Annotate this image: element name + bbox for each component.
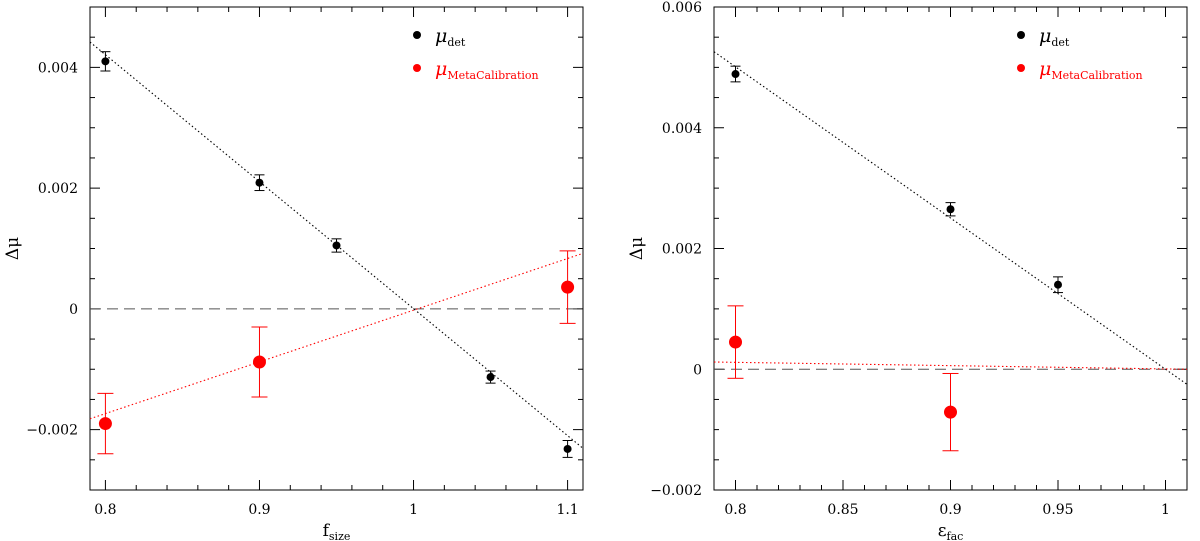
legend-marker-det (413, 31, 421, 39)
x-axis-label: εfac (938, 521, 964, 541)
fit-line-det (89, 41, 584, 449)
x-tick-label: 0.8 (94, 502, 116, 518)
fit-line-metacalibration (713, 361, 1188, 370)
y-tick-label: 0.006 (662, 0, 702, 16)
x-tick-label: 1 (1161, 502, 1170, 518)
x-tick-label: 0.85 (827, 502, 858, 518)
y-tick-label: 0 (69, 302, 78, 318)
data-point-det (731, 70, 740, 79)
data-point-det (486, 373, 495, 382)
x-axis-label: fsize (323, 521, 351, 541)
x-tick-label: 0.9 (939, 502, 961, 518)
data-point-metacalibration (561, 280, 575, 294)
y-tick-label: 0.004 (38, 60, 78, 76)
y-axis-label: Δμ (627, 237, 647, 260)
y-tick-label: −0.002 (26, 423, 78, 439)
y-tick-label: 0.002 (38, 181, 78, 197)
y-tick-label: 0 (693, 362, 702, 378)
chart-panel-right: −0.002 0 0.002 0.004 0.006 0.8 0.85 0.9 0.95 1 εfa… (627, 0, 1188, 541)
y-tick-label: 0.002 (662, 242, 702, 258)
data-point-metacalibration (252, 355, 266, 369)
legend-label-det: μdet (435, 25, 466, 49)
legend-marker-metacalibration (1017, 64, 1025, 72)
x-tick-label: 1.1 (556, 502, 578, 518)
legend-label-metacalibration: μMetaCalibration (435, 58, 539, 82)
y-tick-label: 0.004 (662, 121, 702, 137)
data-point-det (563, 444, 572, 453)
data-point-metacalibration (944, 405, 957, 419)
y-tick-label: −0.002 (650, 483, 702, 499)
x-tick-label: 0.9 (248, 502, 270, 518)
data-point-det (332, 241, 341, 250)
data-point-metacalibration (729, 335, 742, 349)
legend-marker-metacalibration (413, 64, 421, 72)
fit-line-det (713, 51, 1188, 385)
fit-line-metacalibration (89, 252, 584, 420)
y-axis-label: Δμ (3, 237, 23, 260)
data-point-det (946, 205, 955, 214)
data-point-det (1054, 280, 1062, 289)
data-point-metacalibration (98, 417, 112, 431)
x-tick-label: 1 (409, 502, 418, 518)
legend-marker-det (1017, 31, 1025, 39)
data-point-det (255, 178, 264, 187)
x-tick-label: 0.8 (724, 502, 746, 518)
chart-panel-left: −0.002 0 0.002 0.004 0.8 0.9 1 1.1 fsize Δμ μdet μM… (3, 6, 584, 541)
x-tick-label: 0.95 (1042, 502, 1073, 518)
data-point-det (101, 57, 110, 66)
legend-label-det: μdet (1039, 25, 1070, 49)
legend-label-metacalibration: μMetaCalibration (1039, 58, 1143, 82)
